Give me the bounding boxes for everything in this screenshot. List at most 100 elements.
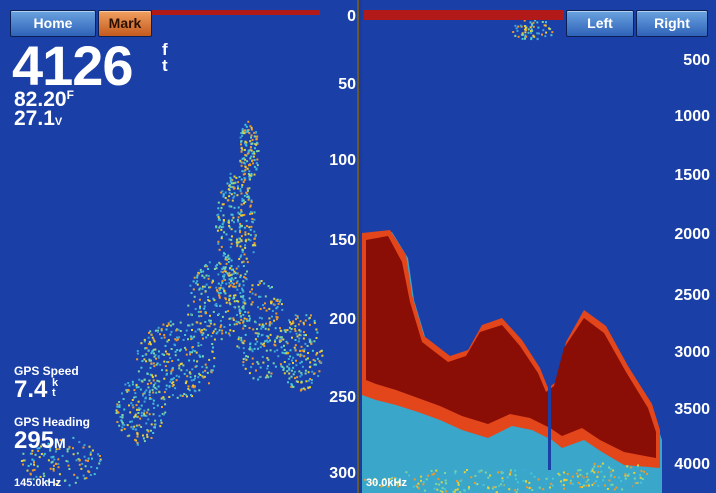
echo-speckle [238, 240, 241, 243]
echo-speckle [173, 377, 175, 380]
echo-speckle [299, 334, 302, 337]
echo-speckle [152, 338, 155, 341]
echo-speckle [233, 323, 236, 326]
echo-speckle [153, 340, 156, 343]
echo-speckle [239, 136, 242, 139]
echo-speckle [610, 482, 613, 484]
echo-speckle [405, 471, 408, 474]
echo-speckle [239, 159, 242, 162]
echo-speckle [269, 349, 272, 352]
echo-speckle [591, 469, 594, 472]
echo-speckle [237, 187, 239, 190]
echo-speckle [532, 34, 535, 37]
echo-speckle [224, 278, 227, 281]
echo-speckle [387, 478, 390, 481]
echo-speckle [171, 360, 174, 362]
echo-speckle [508, 483, 511, 486]
echo-speckle [210, 371, 213, 374]
echo-speckle [244, 244, 247, 247]
echo-speckle [208, 382, 210, 385]
echo-speckle [226, 182, 229, 185]
echo-speckle [233, 175, 236, 178]
echo-speckle [191, 351, 194, 354]
echo-speckle [121, 420, 123, 423]
echo-speckle [551, 31, 554, 34]
echo-speckle [246, 261, 249, 264]
echo-speckle [169, 333, 172, 336]
echo-speckle [283, 361, 286, 363]
echo-speckle [253, 242, 256, 245]
echo-speckle [597, 484, 600, 487]
echo-speckle [238, 308, 241, 311]
echo-speckle [288, 363, 291, 366]
echo-speckle [294, 314, 297, 317]
echo-speckle [240, 203, 243, 206]
echo-speckle [155, 357, 157, 360]
left-button[interactable]: Left [566, 10, 634, 37]
echo-speckle [307, 386, 310, 389]
echo-speckle [514, 24, 517, 27]
echo-speckle [264, 327, 267, 330]
echo-speckle [523, 19, 526, 22]
echo-speckle [487, 486, 489, 489]
echo-speckle [171, 385, 174, 388]
echo-speckle [525, 490, 528, 493]
echo-speckle [579, 486, 582, 489]
echo-speckle [153, 407, 156, 409]
echo-speckle [275, 337, 278, 340]
echo-speckle [288, 377, 291, 380]
echo-speckle [244, 333, 247, 336]
echo-speckle [225, 233, 228, 236]
echo-speckle [123, 428, 126, 430]
echo-speckle [199, 330, 202, 333]
echo-speckle [191, 395, 194, 398]
echo-speckle [132, 428, 135, 430]
echo-speckle [142, 394, 144, 397]
mark-button[interactable]: Mark [98, 10, 152, 37]
echo-speckle [244, 231, 247, 234]
echo-speckle [148, 394, 151, 396]
echo-speckle [205, 366, 208, 369]
echo-speckle [262, 324, 265, 327]
echo-speckle [475, 491, 478, 493]
echo-speckle [192, 379, 195, 381]
echo-speckle [145, 414, 148, 417]
echo-speckle [541, 21, 544, 23]
echo-speckle [242, 161, 245, 164]
echo-speckle [252, 221, 254, 224]
echo-speckle [211, 281, 214, 284]
home-button[interactable]: Home [10, 10, 96, 37]
echo-speckle [247, 232, 250, 235]
echo-speckle [306, 357, 309, 360]
echo-speckle [168, 396, 171, 398]
temperature-readout: 82.20F [14, 88, 74, 112]
echo-speckle [287, 358, 290, 360]
echo-speckle [299, 362, 302, 365]
echo-speckle [487, 476, 490, 479]
echo-speckle [253, 230, 256, 233]
echo-speckle [239, 274, 242, 277]
echo-speckle [435, 469, 438, 472]
echo-speckle [140, 404, 143, 407]
echo-speckle [165, 388, 168, 391]
echo-speckle [254, 131, 257, 134]
echo-speckle [187, 304, 190, 307]
echo-speckle [239, 315, 242, 318]
right-button[interactable]: Right [636, 10, 708, 37]
echo-speckle [160, 337, 163, 340]
echo-speckle [223, 290, 226, 292]
echo-speckle [121, 414, 124, 416]
echo-speckle [204, 369, 207, 372]
echo-speckle [515, 27, 518, 30]
echo-speckle [251, 292, 254, 295]
echo-speckle [163, 334, 166, 336]
echo-speckle [196, 360, 199, 363]
echo-speckle [244, 246, 247, 249]
echo-speckle [313, 363, 316, 366]
echo-speckle [38, 456, 41, 459]
echo-speckle [256, 328, 258, 330]
echo-speckle [596, 479, 599, 482]
echo-speckle [627, 474, 630, 477]
echo-speckle [252, 377, 255, 380]
echo-speckle [536, 37, 539, 40]
